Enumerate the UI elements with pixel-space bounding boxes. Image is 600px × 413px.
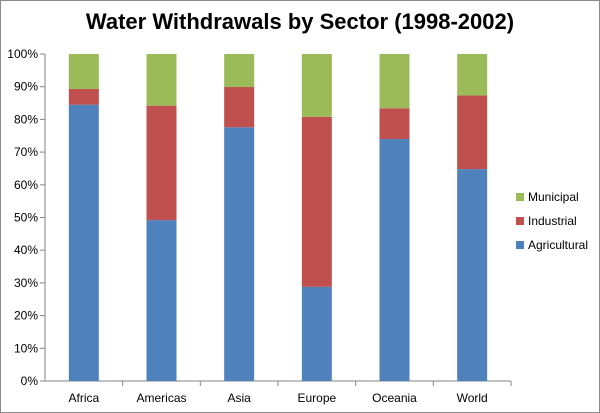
bar-industrial-europe — [301, 116, 332, 287]
bar-agricultural-europe — [301, 286, 332, 381]
bar-municipal-oceania — [379, 54, 410, 109]
bar-agricultural-asia — [224, 127, 255, 381]
bar-agricultural-oceania — [379, 139, 410, 381]
bar-industrial-world — [457, 95, 488, 170]
legend-swatch-agricultural — [516, 241, 524, 249]
x-tick-label: Africa — [68, 391, 99, 405]
bar-industrial-oceania — [379, 108, 410, 140]
y-tick-label: 100% — [7, 47, 38, 61]
bar-industrial-asia — [224, 87, 255, 128]
y-tick-label: 80% — [14, 112, 38, 126]
y-tick-label: 20% — [14, 309, 38, 323]
x-tick-label: Asia — [227, 391, 251, 405]
x-tick-label: World — [457, 391, 488, 405]
bar-municipal-americas — [146, 54, 177, 106]
x-tick-label: Oceania — [372, 391, 417, 405]
y-tick-label: 60% — [14, 178, 38, 192]
y-tick-label: 30% — [14, 276, 38, 290]
legend-label-agricultural: Agricultural — [528, 238, 588, 252]
y-tick-label: 90% — [14, 80, 38, 94]
x-tick-label: Americas — [136, 391, 186, 405]
bar-municipal-asia — [224, 54, 255, 88]
bar-industrial-africa — [68, 88, 99, 105]
legend-swatch-industrial — [516, 217, 524, 225]
bar-municipal-europe — [301, 54, 332, 117]
chart-title: Water Withdrawals by Sector (1998-2002) — [85, 9, 515, 34]
legend-label-municipal: Municipal — [528, 190, 579, 204]
y-tick-label: 50% — [14, 211, 38, 225]
y-tick-label: 10% — [14, 341, 38, 355]
bar-agricultural-africa — [68, 104, 99, 381]
y-tick-label: 70% — [14, 145, 38, 159]
y-tick-label: 40% — [14, 243, 38, 257]
legend-label-industrial: Industrial — [528, 214, 577, 228]
bar-municipal-world — [457, 54, 488, 96]
legend-swatch-municipal — [516, 193, 524, 201]
bar-municipal-africa — [68, 54, 99, 89]
x-tick-label: Europe — [297, 391, 336, 405]
bar-industrial-americas — [146, 105, 177, 221]
bar-agricultural-americas — [146, 220, 177, 381]
y-tick-label: 0% — [21, 374, 39, 388]
bar-agricultural-world — [457, 169, 488, 381]
